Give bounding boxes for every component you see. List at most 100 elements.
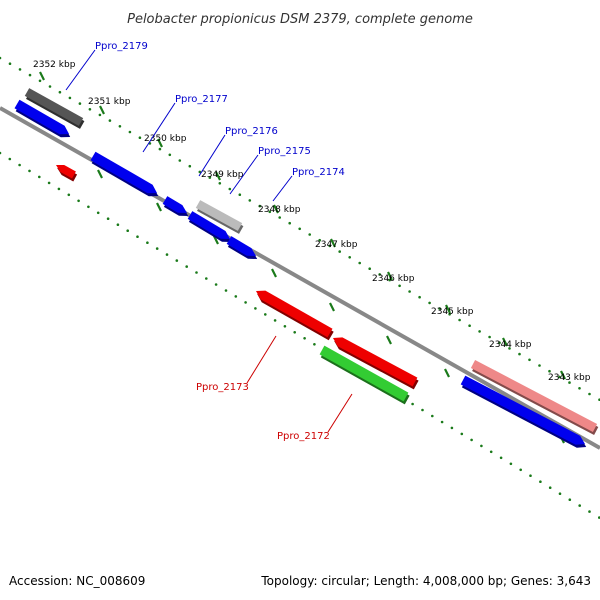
feature-ppro-2175-gray: [195, 200, 244, 234]
minor-tick: [78, 102, 82, 105]
minor-tick: [303, 337, 306, 340]
minor-tick: [588, 510, 591, 513]
feature-label-ppro-2176[interactable]: Ppro_2176: [198, 126, 278, 177]
feature-label-text: Ppro_2179: [95, 41, 148, 52]
minor-tick: [358, 261, 362, 265]
feature-label-ppro-2175[interactable]: Ppro_2175: [229, 146, 311, 195]
feature-ppro-2172-green: [319, 345, 410, 405]
minor-tick: [8, 62, 12, 65]
minor-tick: [480, 444, 483, 448]
minor-tick: [440, 420, 444, 424]
feature-label-ppro-2174[interactable]: Ppro_2174: [272, 167, 345, 202]
minor-tick: [528, 358, 531, 362]
tick-label: 2343 kbp: [548, 373, 591, 383]
minor-tick: [538, 364, 541, 367]
minor-tick: [77, 199, 80, 203]
minor-tick: [568, 381, 571, 384]
minor-tick: [278, 216, 282, 219]
feature-label-ppro-2173[interactable]: Ppro_2173: [196, 335, 277, 393]
feature-ppro-2176: [162, 196, 189, 216]
major-tick: [444, 368, 450, 378]
minor-tick: [98, 113, 102, 117]
minor-tick: [67, 193, 71, 197]
minor-tick: [198, 170, 202, 174]
minor-tick: [88, 108, 92, 111]
major-tick: [213, 235, 219, 245]
minor-tick: [368, 267, 372, 271]
minor-tick: [308, 233, 312, 236]
major-tick: [271, 268, 277, 278]
minor-tick: [509, 462, 513, 466]
minor-tick: [136, 235, 139, 238]
major-tick: [99, 105, 105, 115]
minor-tick: [218, 182, 222, 185]
minor-tick: [408, 290, 411, 293]
minor-tick: [238, 193, 242, 196]
minor-tick: [518, 352, 521, 356]
minor-tick: [338, 250, 342, 253]
minor-tick: [273, 319, 277, 322]
tick-label: 2348 kbp: [258, 205, 301, 215]
minor-tick: [208, 176, 212, 179]
major-tick: [97, 169, 103, 179]
major-tick: [387, 271, 393, 281]
minor-tick: [224, 289, 228, 292]
feature-ppro-2177: [90, 151, 159, 197]
minor-tick: [448, 313, 451, 316]
minor-tick: [0, 151, 2, 155]
major-tick: [330, 238, 336, 248]
minor-tick: [258, 204, 262, 208]
minor-tick: [195, 271, 198, 274]
genome-backbone: [0, 106, 600, 450]
feature-label-ppro-2177[interactable]: Ppro_2177: [142, 94, 228, 153]
minor-tick: [378, 273, 382, 276]
tick-label: 2347 kbp: [315, 240, 358, 250]
minor-tick: [431, 414, 434, 418]
minor-tick: [58, 90, 62, 94]
minor-tick: [488, 335, 491, 339]
feature-label-text: Ppro_2176: [225, 126, 278, 137]
tick-label: 2345 kbp: [431, 307, 474, 317]
minor-tick: [188, 164, 192, 168]
feature-small-reverse: [56, 165, 78, 182]
feature-reverse-2: [333, 337, 419, 390]
minor-tick: [398, 284, 401, 288]
outer-tick-row: [0, 56, 600, 401]
minor-tick: [138, 136, 142, 139]
map-title: Pelobacter propionicus DSM 2379, complet…: [127, 12, 473, 27]
tick-label: 2352 kbp: [33, 60, 76, 70]
minor-tick: [428, 301, 431, 305]
minor-tick: [450, 426, 454, 430]
minor-tick: [508, 347, 511, 350]
feature-label-ppro-2172[interactable]: Ppro_2172: [277, 393, 353, 442]
minor-tick: [155, 247, 159, 250]
tick-label: 2350 kbp: [144, 134, 187, 144]
major-tick: [502, 337, 508, 347]
major-tick: [157, 138, 163, 148]
minor-tick: [228, 187, 232, 191]
minor-tick: [165, 253, 169, 256]
minor-tick: [38, 79, 42, 83]
minor-tick: [468, 324, 471, 328]
minor-tick: [108, 119, 112, 122]
tick-label: 2351 kbp: [88, 97, 131, 107]
feature-ppro-2178: [14, 99, 71, 138]
major-tick: [39, 71, 45, 81]
feature-ppro-2175: [187, 211, 232, 242]
minor-tick: [421, 408, 424, 412]
tick-labels: 2352 kbp 2351 kbp 2350 kbp 2349 kbp 2348 kbp…: [33, 60, 591, 383]
minor-tick: [283, 325, 287, 328]
minor-tick: [47, 181, 51, 185]
minor-tick: [298, 227, 302, 231]
feature-track: [14, 88, 599, 448]
minor-tick: [48, 85, 52, 88]
minor-tick: [38, 175, 41, 179]
minor-tick: [28, 169, 31, 173]
minor-tick: [116, 223, 120, 226]
minor-tick: [578, 387, 581, 390]
minor-tick: [248, 199, 252, 202]
minor-tick: [293, 331, 297, 334]
feature-label-ppro-2179[interactable]: Ppro_2179: [65, 41, 148, 91]
minor-tick: [28, 73, 32, 77]
